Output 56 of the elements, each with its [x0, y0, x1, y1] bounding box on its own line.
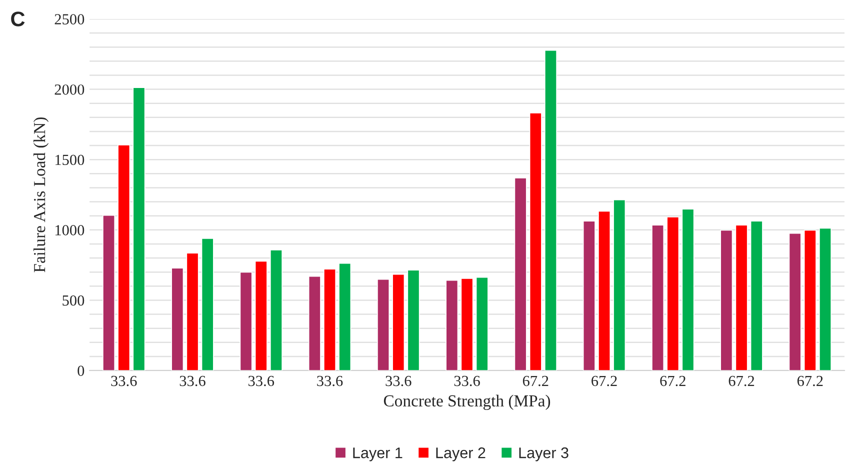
bar — [407, 270, 420, 370]
bar — [308, 276, 321, 370]
bar — [750, 220, 763, 370]
bar — [720, 230, 733, 370]
bar — [240, 272, 252, 370]
y-tick-label: 2000 — [54, 84, 84, 95]
bar — [118, 144, 130, 370]
y-axis-title: Failure Axis Load (kN) — [33, 117, 49, 272]
y-tick-label: 500 — [62, 295, 84, 306]
x-tick-label: 33.6 — [111, 376, 137, 386]
bar — [377, 278, 390, 370]
bar — [270, 250, 282, 370]
bar — [735, 224, 748, 370]
bar — [254, 260, 268, 370]
x-tick-label: 33.6 — [386, 376, 412, 386]
bar — [476, 276, 488, 370]
bar — [788, 232, 802, 370]
x-tick-label: 67.2 — [660, 376, 686, 386]
x-tick-label: 33.6 — [248, 376, 274, 386]
bar — [819, 228, 832, 370]
bar — [514, 178, 527, 370]
bar — [804, 230, 816, 370]
x-tick-label: 33.6 — [180, 376, 206, 386]
y-tick-label: 0 — [78, 366, 84, 376]
bar — [446, 280, 458, 370]
bar — [529, 112, 542, 370]
bar — [338, 262, 352, 370]
bar — [171, 268, 184, 370]
bar — [201, 238, 214, 370]
x-axis-title: Concrete Strength (MPa) — [384, 394, 550, 410]
x-tick-label: 33.6 — [454, 376, 480, 386]
text: C — [11, 12, 25, 26]
y-tick-label: 1000 — [55, 225, 84, 236]
y-tick-label: 1500 — [55, 154, 84, 166]
bar — [102, 214, 116, 370]
bar — [652, 224, 664, 370]
bar — [682, 208, 694, 370]
bar — [666, 216, 680, 370]
x-tick-label: 67.2 — [797, 376, 823, 386]
x-tick-label: 33.6 — [317, 376, 343, 386]
bar — [392, 274, 405, 370]
x-tick-label: 67.2 — [728, 376, 754, 386]
bar — [186, 252, 199, 370]
bar — [132, 87, 146, 370]
bar — [544, 50, 557, 370]
bar — [582, 220, 596, 370]
legend-label: Layer 1 — [353, 448, 402, 462]
bar — [613, 199, 626, 370]
legend-label: Layer 3 — [519, 447, 568, 462]
x-tick-label: 67.2 — [522, 376, 548, 386]
x-tick-label: 67.2 — [592, 376, 617, 386]
legend-label: Layer 2 — [436, 447, 486, 462]
bar — [598, 210, 611, 370]
bar — [460, 278, 474, 370]
y-tick-label: 2500 — [54, 14, 84, 24]
bar — [324, 268, 336, 370]
